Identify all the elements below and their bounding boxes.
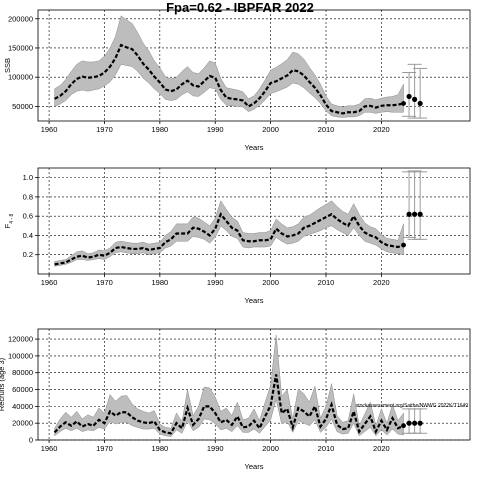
x-tick-label: 1960 [41, 444, 58, 453]
panel-2: 1960 1970 1980 1990 2000 2010 2020 0.2 0.4 0.6 0.8… [3, 167, 471, 305]
y-axis-label-subscript: 4 - 8 [9, 213, 15, 223]
y-axis-label: Recruits (age 3) [0, 357, 6, 411]
x-tick-label: 1970 [96, 278, 113, 287]
y-axis-label: SSB [3, 58, 12, 73]
plot-frame [37, 167, 471, 275]
series-line [54, 212, 404, 266]
projection-point [406, 211, 412, 217]
x-tick-label: 1960 [41, 125, 58, 134]
x-tick-label: 2010 [318, 125, 335, 134]
x-tick-label: 1990 [207, 125, 224, 134]
x-axis-label: Years [245, 462, 264, 471]
projection-point [406, 420, 412, 426]
series-line [54, 43, 404, 115]
y-tick-label: 120000 [8, 335, 33, 344]
plot-frame [37, 9, 471, 122]
x-tick-label: 2000 [262, 444, 279, 453]
y-tick-label: 0.6 [23, 212, 33, 221]
source-annotation: stockassessment.org/Saithe/NWWG 2022K/T1… [356, 403, 468, 409]
y-tick-label: 0.2 [23, 250, 33, 259]
confidence-band [54, 200, 404, 267]
x-tick-label: 1970 [96, 125, 113, 134]
last-estimate-point [401, 242, 406, 248]
x-tick-label: 2020 [373, 125, 390, 134]
x-tick-label: 1970 [96, 444, 113, 453]
x-axis-label: Years [245, 143, 264, 152]
last-estimate-point [401, 423, 406, 429]
projection-point [412, 96, 418, 102]
panel-1: 1960 1970 1980 1990 2000 2010 2020 50000 100000 1… [3, 9, 471, 152]
projection-point [417, 100, 423, 107]
y-tick-label: 50000 [12, 102, 33, 111]
projection-point [412, 420, 418, 426]
y-tick-label: 0.4 [23, 231, 33, 240]
x-tick-label: 1980 [152, 125, 169, 134]
x-tick-label: 2010 [318, 444, 335, 453]
last-estimate-point [401, 101, 406, 106]
confidence-band [54, 15, 404, 118]
x-tick-label: 2000 [262, 278, 279, 287]
x-tick-label: 2020 [373, 444, 390, 453]
y-tick-label: 40000 [12, 402, 33, 411]
y-tick-label: 80000 [12, 368, 33, 377]
y-tick-label: 100000 [8, 351, 33, 360]
plot-frame [37, 328, 471, 441]
chart-title: Fpa=0.62 - IBPFAR 2022 [166, 0, 314, 15]
x-tick-label: 1980 [152, 278, 169, 287]
y-tick-label: 1.0 [23, 173, 33, 182]
panel-3: 1960 1970 1980 1990 2000 2010 2020 0 20000 40000 6… [0, 328, 471, 471]
projection-point [417, 211, 423, 217]
projection-point [406, 93, 412, 100]
series-line [53, 374, 404, 435]
x-tick-label: 2010 [318, 278, 335, 287]
x-tick-label: 1980 [152, 444, 169, 453]
y-tick-label: 150000 [8, 43, 33, 52]
projection-point [417, 420, 423, 426]
x-tick-label: 1960 [41, 278, 58, 287]
x-tick-label: 1990 [207, 278, 224, 287]
x-axis-label: Years [245, 296, 264, 305]
y-tick-label: 0 [29, 436, 33, 445]
x-tick-label: 2000 [262, 125, 279, 134]
projection-point [412, 211, 418, 217]
y-tick-label: 100000 [8, 73, 33, 82]
chart-panels: 1960 1970 1980 1990 2000 2010 2020500001000001… [0, 9, 471, 471]
x-tick-label: 2020 [373, 278, 390, 287]
y-tick-label: 60000 [12, 385, 33, 394]
y-tick-label: 20000 [12, 419, 33, 428]
y-tick-label: 200000 [8, 14, 33, 23]
y-tick-label: 0.8 [23, 192, 33, 201]
x-tick-label: 1990 [207, 444, 224, 453]
